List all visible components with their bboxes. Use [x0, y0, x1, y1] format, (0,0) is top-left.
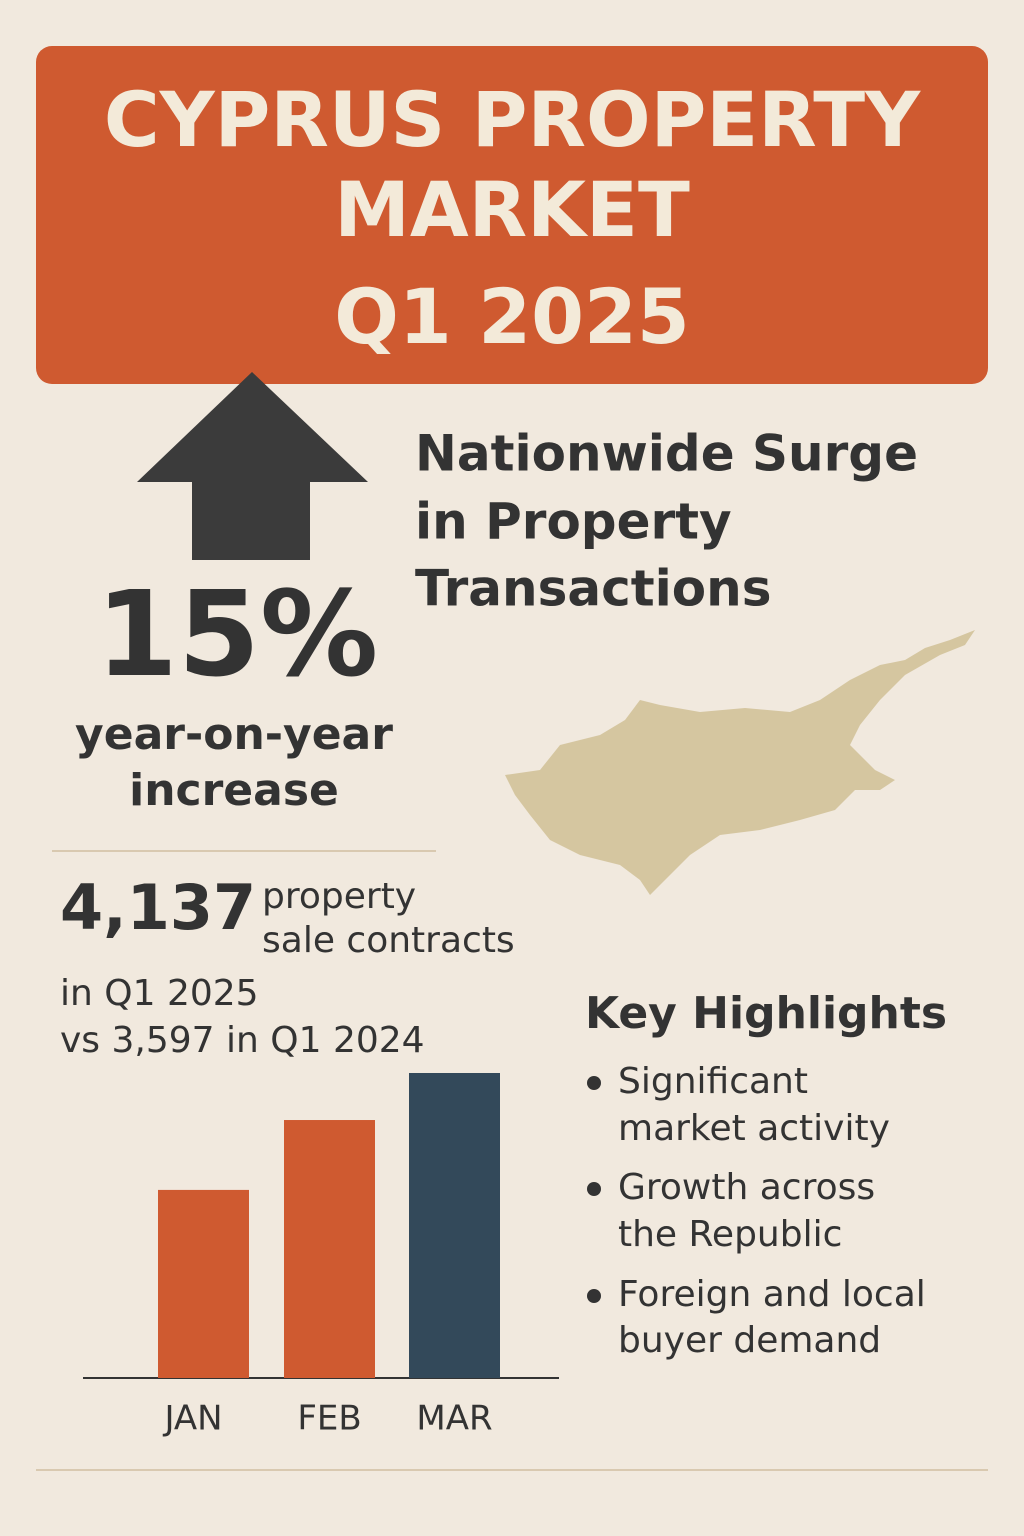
cyprus-map: [505, 630, 975, 895]
headline: in Property: [415, 493, 732, 551]
header-banner: [36, 46, 988, 384]
stat-value: 15%: [96, 565, 378, 703]
bar: [284, 1120, 375, 1378]
title: CYPRUS PROPERTY: [104, 75, 921, 164]
headline: Transactions: [415, 560, 772, 618]
highlight-item: market activity: [618, 1108, 890, 1149]
x-tick-label: FEB: [297, 1399, 361, 1439]
bar: [409, 1073, 500, 1378]
highlight-item: Growth across: [618, 1167, 875, 1208]
x-tick-label: MAR: [416, 1399, 492, 1439]
highlight-item: Foreign and local: [618, 1274, 926, 1315]
stat-label: increase: [129, 765, 339, 816]
contracts-note: vs 3,597 in Q1 2024: [60, 1020, 425, 1061]
bullet: [587, 1076, 601, 1090]
highlight-item: buyer demand: [618, 1320, 881, 1361]
highlights-title: Key Highlights: [585, 988, 947, 1039]
contracts-note: in Q1 2025: [60, 973, 259, 1014]
contracts-label: property: [262, 876, 416, 917]
bullet: [587, 1182, 601, 1196]
bullet: [587, 1289, 601, 1303]
stat-label: year-on-year: [75, 709, 393, 760]
title: MARKET: [334, 165, 690, 254]
bar: [158, 1189, 249, 1378]
contracts-label: sale contracts: [262, 920, 515, 961]
headline: Nationwide Surge: [415, 425, 918, 483]
x-tick-label: JAN: [162, 1399, 222, 1439]
highlight-item: the Republic: [618, 1214, 842, 1255]
up-arrow: [137, 372, 368, 560]
contracts-count: 4,137: [60, 871, 256, 944]
highlight-item: Significant: [618, 1061, 808, 1102]
title: Q1 2025: [334, 272, 689, 361]
